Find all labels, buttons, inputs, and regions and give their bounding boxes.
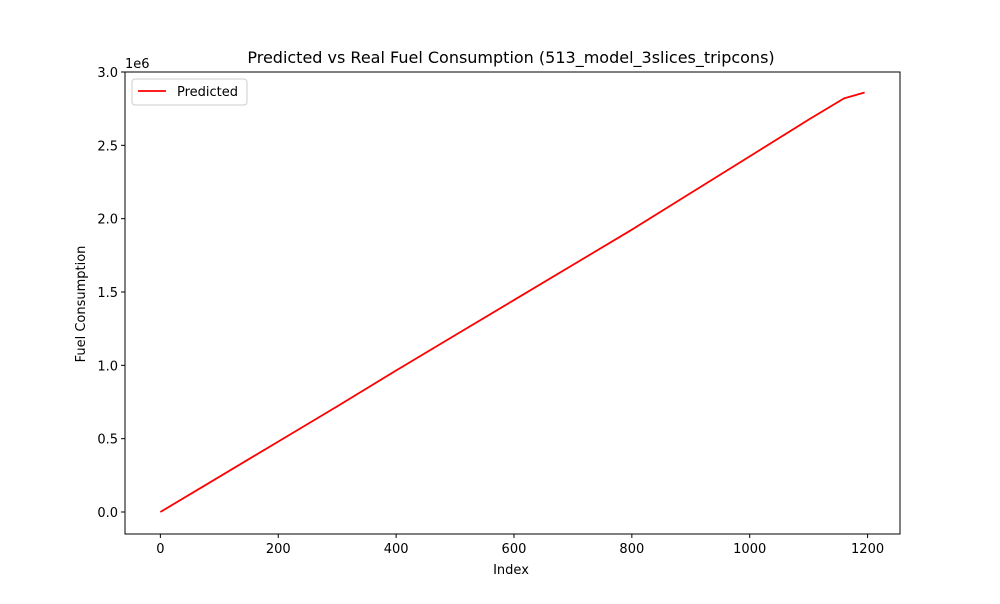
series-group <box>159 91 865 513</box>
x-tick-label: 200 <box>266 542 291 557</box>
y-tick-label: 3.0 <box>97 66 118 81</box>
tick-group: 0 200 400 600 800 1000 1200 0.0 0.5 1.0 1.5 2.0 2.5 3… <box>97 66 884 557</box>
y-tick-label: 2.5 <box>97 139 118 154</box>
x-tick-label: 400 <box>384 542 409 557</box>
y-tick-label: 1.5 <box>97 286 118 301</box>
plot-frame <box>124 71 901 535</box>
series-line-predicted <box>159 91 865 513</box>
x-tick-label: 600 <box>502 542 527 557</box>
x-tick-label: 0 <box>156 542 164 557</box>
legend-box <box>131 78 248 106</box>
x-axis-label: Index <box>493 563 529 578</box>
y-tick-label: 1.0 <box>97 359 118 374</box>
y-tick-label: 2.0 <box>97 213 118 228</box>
y-offset-label: 1e6 <box>125 57 150 72</box>
y-axis-label: Fuel Consumption <box>74 246 89 363</box>
y-tick-label: 0.0 <box>97 506 118 521</box>
y-tick-label: 0.5 <box>97 433 118 448</box>
x-tick-label: 1200 <box>851 542 884 557</box>
x-tick-label: 800 <box>619 542 644 557</box>
legend: Predicted <box>131 78 248 106</box>
chart-title: Predicted vs Real Fuel Consumption (513_… <box>247 48 774 68</box>
legend-label-predicted: Predicted <box>177 85 238 100</box>
x-tick-label: 1000 <box>733 542 766 557</box>
